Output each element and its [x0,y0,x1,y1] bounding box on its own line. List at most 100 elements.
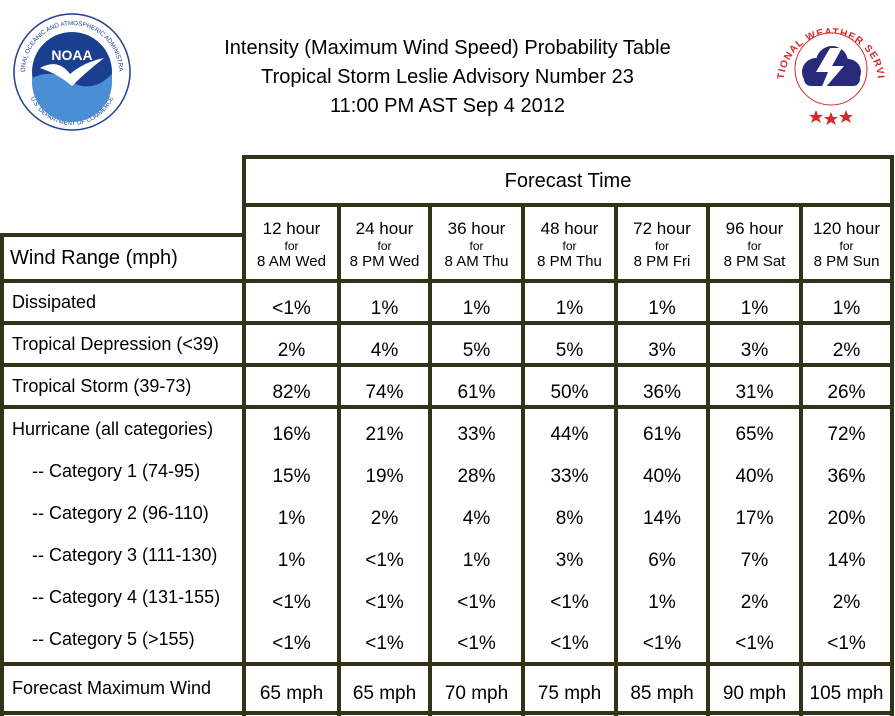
table-cell: 3% [555,550,584,571]
table-cell: 74% [365,382,404,403]
table-cell: 65 mph [352,683,417,704]
column-hours: 24 hour [355,219,414,238]
column-when: 8 PM Fri [633,253,691,270]
table-cell: 31% [735,382,774,403]
table-cell: 16% [272,424,311,445]
table-border [0,711,894,715]
table-cell: <1% [550,633,589,654]
wind-range-header: Wind Range (mph) [10,247,178,269]
table-cell: 1% [462,298,491,319]
table-cell: 72% [827,424,866,445]
table-cell: 90 mph [722,683,787,704]
table-cell: 14% [827,550,866,571]
table-cell: 8% [555,508,584,529]
table-border [0,233,4,716]
title-line-3: 11:00 PM AST Sep 4 2012 [330,95,565,117]
column-when: 8 AM Wed [257,253,326,270]
column-header-36h: 36 hour for 8 AM Thu [432,219,521,271]
column-header-72h: 72 hour for 8 PM Fri [618,219,706,271]
table-cell: 61% [457,382,496,403]
nws-logo: NATIONAL WEATHER SERVICE [772,10,888,126]
table-cell: 14% [642,508,682,529]
table-cell: 5% [462,340,491,361]
table-cell: <1% [550,592,589,613]
column-for: for [747,239,762,253]
table-cell: 2% [277,340,306,361]
table-cell: 75 mph [537,683,602,704]
column-for: for [562,239,577,253]
table-cell: 33% [457,424,496,445]
table-border [0,321,894,325]
row-label-forecast-max-wind: Forecast Maximum Wind [12,678,212,698]
table-border [428,207,432,716]
row-label-category-3: -- Category 3 (111-130) [32,545,218,565]
table-cell: 15% [272,466,311,487]
column-header-120h: 120 hour for 8 PM Sun [803,219,890,271]
table-cell: 2% [370,508,399,529]
table-cell: 44% [550,424,589,445]
table-cell: <1% [365,633,404,654]
column-for: for [654,239,669,253]
table-border [337,207,341,716]
table-border [242,155,894,159]
table-cell: 17% [735,508,774,529]
row-label-tropical-storm: Tropical Storm (39-73) [12,376,192,396]
table-border [0,363,894,367]
table-cell: 1% [277,550,306,571]
column-header-96h: 96 hour for 8 PM Sat [710,219,799,271]
table-cell: 1% [740,298,769,319]
column-for: for [284,239,299,253]
table-cell: 1% [648,592,676,613]
page-title: Intensity (Maximum Wind Speed) Probabili… [0,34,895,121]
table-cell: 19% [365,466,404,487]
table-cell: 36% [827,466,866,487]
title-line-1: Intensity (Maximum Wind Speed) Probabili… [224,37,671,59]
table-cell: <1% [272,298,311,319]
row-label-category-1: -- Category 1 (74-95) [32,461,201,481]
row-label-dissipated: Dissipated [12,292,97,312]
table-cell: 33% [550,466,589,487]
table-cell: 40% [642,466,682,487]
table-border [242,155,246,281]
table-border [890,155,894,716]
column-when: 8 PM Sun [813,253,880,270]
table-cell: <1% [457,633,496,654]
table-cell: 3% [740,340,769,361]
table-cell: 40% [735,466,774,487]
table-cell: 65% [735,424,774,445]
table-cell: 26% [827,382,866,403]
noaa-logo-text: NOAA [51,47,92,63]
title-line-2: Tropical Storm Leslie Advisory Number 23 [261,66,634,88]
table-cell: 3% [648,340,676,361]
table-cell: 2% [832,340,861,361]
column-hours: 96 hour [725,219,784,238]
table-cell: <1% [642,633,682,654]
table-cell: 1% [648,298,676,319]
column-when: 8 AM Thu [444,253,509,270]
table-cell: 82% [272,382,311,403]
table-cell: 1% [277,508,306,529]
table-border [521,207,525,716]
column-header-24h: 24 hour for 8 PM Wed [341,219,428,271]
table-cell: 1% [370,298,399,319]
column-for: for [839,239,854,253]
row-label-category-4: -- Category 4 (131-155) [32,587,221,607]
row-label-category-2: -- Category 2 (96-110) [32,503,209,523]
row-label-hurricane: Hurricane (all categories) [12,419,214,439]
table-cell: <1% [365,592,404,613]
table-cell: 5% [555,340,584,361]
noaa-logo: NATIONAL OCEANIC AND ATMOSPHERIC ADMINIS… [12,12,131,131]
table-cell: 6% [648,550,676,571]
table-cell: <1% [365,550,404,571]
table-cell: 7% [740,550,769,571]
forecast-time-header: Forecast Time [504,170,632,192]
table-cell: 4% [370,340,399,361]
table-cell: <1% [827,633,866,654]
table-cell: 65 mph [259,683,324,704]
table-cell: <1% [272,633,311,654]
table-border [0,405,894,409]
column-when: 8 PM Thu [537,253,602,270]
table-cell: 21% [365,424,404,445]
table-cell: 36% [642,382,682,403]
